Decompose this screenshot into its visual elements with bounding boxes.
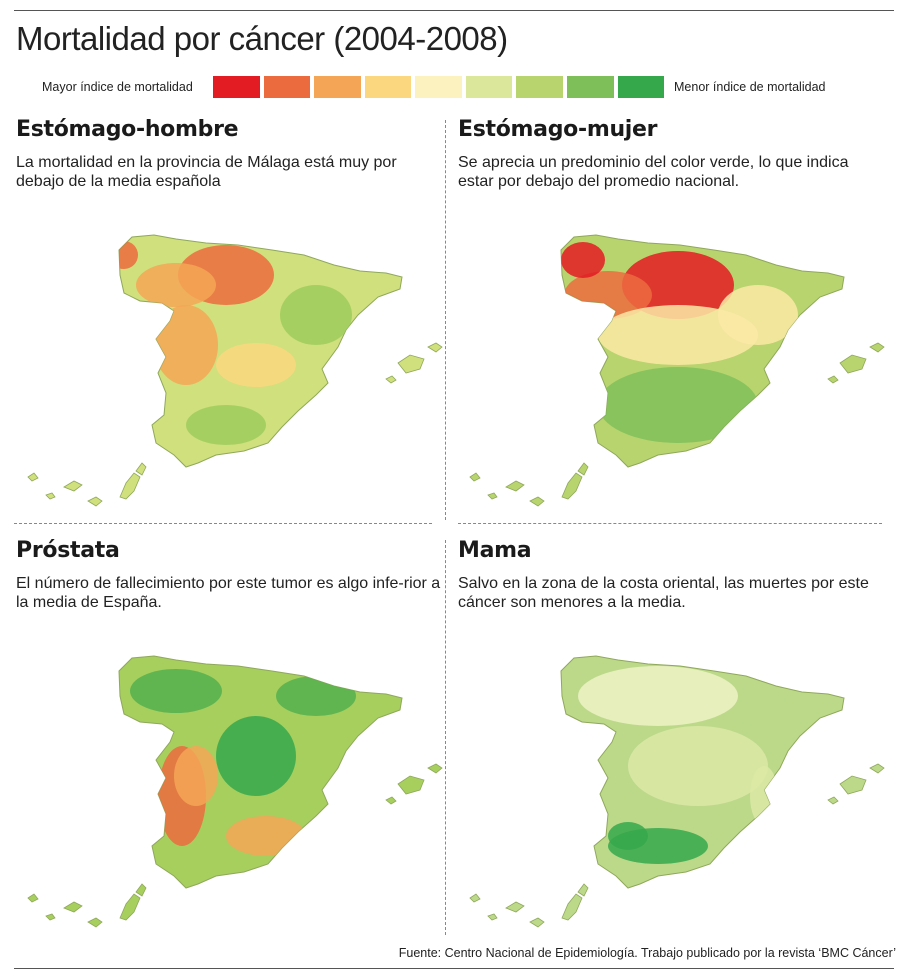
mortality-zone (186, 405, 266, 445)
island-region (469, 472, 481, 482)
panel-description: El número de fallecimiento por este tumo… (16, 575, 441, 611)
mortality-zone (561, 242, 605, 278)
mortality-zone (119, 241, 138, 269)
mortality-zone (280, 285, 352, 345)
island-region (63, 901, 83, 913)
island-region (827, 375, 839, 384)
panel-prostata: Próstata El número de fallecimiento por … (16, 538, 446, 958)
legend-left-label: Mayor índice de mortalidad (42, 80, 193, 94)
mortality-zone (130, 669, 222, 713)
mortality-zone (216, 716, 296, 796)
island-region (27, 893, 39, 903)
map-group (27, 234, 443, 507)
panel-estomago-hombre: Estómago-hombre La mortalidad en la prov… (16, 117, 446, 537)
legend-swatch (263, 76, 311, 98)
mortality-zone (136, 263, 216, 307)
legend-right-label: Menor índice de mortalidad (674, 80, 826, 94)
map-group (469, 655, 885, 928)
island-region (397, 775, 425, 795)
mortality-zone (598, 367, 758, 443)
island-region (45, 913, 56, 921)
panel-description: La mortalidad en la provincia de Málaga … (16, 154, 397, 190)
island-region (469, 893, 481, 903)
island-region (87, 496, 103, 507)
panel-description: Salvo en la zona de la costa oriental, l… (458, 575, 869, 611)
bottom-rule (14, 968, 894, 969)
mortality-zone (718, 285, 798, 345)
panel-estomago-mujer: Estómago-mujer Se aprecia un predominio … (458, 117, 888, 537)
mortality-zone (598, 305, 758, 365)
legend-swatch (617, 76, 665, 98)
island-region (87, 917, 103, 928)
island-region (839, 354, 867, 374)
mortality-zone (154, 305, 218, 385)
island-region (561, 893, 583, 921)
panel-description: Se aprecia un predominio del color verde… (458, 154, 849, 190)
mortality-zone (578, 666, 738, 726)
legend-swatch (213, 76, 260, 98)
vertical-divider (445, 120, 446, 520)
island-region (385, 375, 397, 384)
legend-swatch (566, 76, 614, 98)
island-region (397, 354, 425, 374)
island-region (427, 763, 443, 774)
vertical-divider (445, 540, 446, 935)
horizontal-divider (14, 523, 432, 524)
mortality-zone (628, 726, 768, 806)
panel-mama: Mama Salvo en la zona de la costa orient… (458, 538, 888, 958)
mortality-zone (216, 343, 296, 387)
legend-swatch (415, 76, 462, 98)
island-region (119, 472, 141, 500)
legend-swatch (314, 76, 361, 98)
mortality-zone (226, 816, 306, 856)
island-region (63, 480, 83, 492)
panel-heading: Estómago-mujer (458, 117, 658, 142)
island-region (561, 472, 583, 500)
island-region (577, 883, 589, 897)
map-group (469, 234, 885, 507)
island-region (135, 462, 147, 476)
island-region (385, 796, 397, 805)
spain-map (27, 655, 443, 928)
island-region (427, 342, 443, 353)
island-region (839, 775, 867, 795)
spain-map (469, 655, 885, 928)
legend-swatch (364, 76, 412, 98)
island-region (827, 796, 839, 805)
island-region (135, 883, 147, 897)
island-region (505, 901, 525, 913)
island-region (45, 492, 56, 500)
island-region (577, 462, 589, 476)
island-region (529, 917, 545, 928)
horizontal-divider (458, 523, 882, 524)
island-region (505, 480, 525, 492)
page-title: Mortalidad por cáncer (2004-2008) (16, 20, 508, 57)
spain-map (27, 234, 443, 507)
island-region (119, 893, 141, 921)
map-group (27, 655, 443, 928)
island-region (27, 472, 39, 482)
panel-heading: Próstata (16, 538, 120, 563)
island-region (529, 496, 545, 507)
panel-heading: Mama (458, 538, 532, 563)
mortality-zone (276, 676, 356, 716)
legend-swatch (465, 76, 513, 98)
color-legend (213, 76, 665, 98)
spain-map (469, 234, 885, 507)
source-note: Fuente: Centro Nacional de Epidemiología… (398, 946, 896, 960)
top-rule (14, 10, 894, 11)
island-region (487, 913, 498, 921)
island-region (869, 763, 885, 774)
island-region (487, 492, 498, 500)
panel-heading: Estómago-hombre (16, 117, 239, 142)
legend-swatch (516, 76, 563, 98)
island-region (869, 342, 885, 353)
mortality-zone (608, 822, 648, 850)
mortality-zone (174, 746, 218, 806)
